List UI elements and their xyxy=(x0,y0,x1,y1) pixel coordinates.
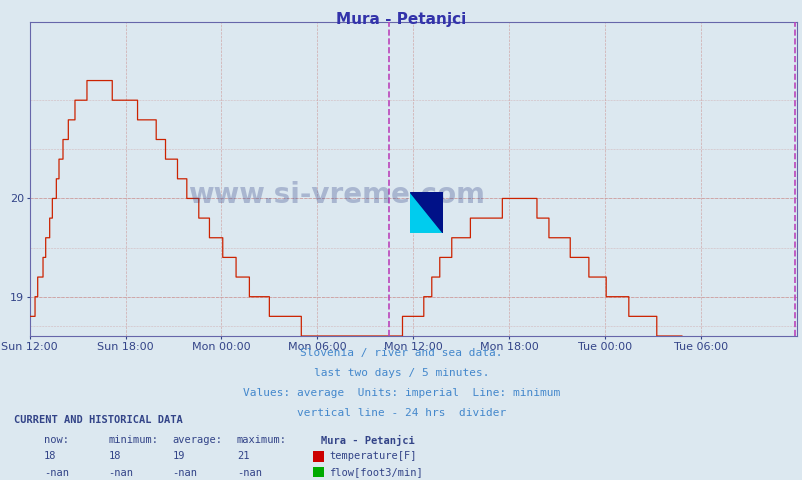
Polygon shape xyxy=(409,192,443,233)
Text: -nan: -nan xyxy=(172,468,197,478)
Text: 19: 19 xyxy=(172,451,185,461)
Text: temperature[F]: temperature[F] xyxy=(329,451,416,461)
Text: Values: average  Units: imperial  Line: minimum: Values: average Units: imperial Line: mi… xyxy=(242,388,560,398)
Text: Mura - Petanjci: Mura - Petanjci xyxy=(336,12,466,27)
Text: now:: now: xyxy=(44,435,69,445)
Text: 18: 18 xyxy=(44,451,57,461)
Text: average:: average: xyxy=(172,435,222,445)
Text: 18: 18 xyxy=(108,451,121,461)
Text: 21: 21 xyxy=(237,451,249,461)
Text: flow[foot3/min]: flow[foot3/min] xyxy=(329,468,423,478)
Text: -nan: -nan xyxy=(237,468,261,478)
Text: -nan: -nan xyxy=(44,468,69,478)
Text: Mura - Petanjci: Mura - Petanjci xyxy=(321,435,415,446)
Text: -nan: -nan xyxy=(108,468,133,478)
Text: maximum:: maximum: xyxy=(237,435,286,445)
Polygon shape xyxy=(409,192,443,233)
Text: minimum:: minimum: xyxy=(108,435,158,445)
Text: last two days / 5 minutes.: last two days / 5 minutes. xyxy=(314,368,488,378)
Text: CURRENT AND HISTORICAL DATA: CURRENT AND HISTORICAL DATA xyxy=(14,415,183,425)
Text: Slovenia / river and sea data.: Slovenia / river and sea data. xyxy=(300,348,502,358)
Text: www.si-vreme.com: www.si-vreme.com xyxy=(188,180,484,208)
Polygon shape xyxy=(409,192,443,233)
Text: vertical line - 24 hrs  divider: vertical line - 24 hrs divider xyxy=(297,408,505,419)
